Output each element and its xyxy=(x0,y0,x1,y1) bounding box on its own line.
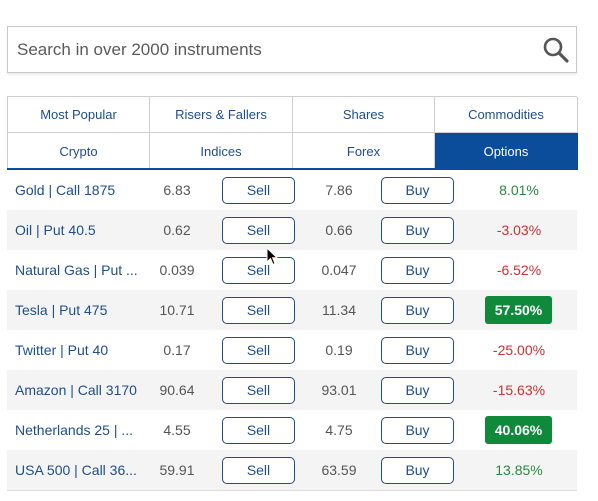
buy-price: 63.59 xyxy=(321,462,357,478)
instrument-name[interactable]: USA 500 | Call 36... xyxy=(15,462,137,478)
sell-button[interactable]: Sell xyxy=(222,216,295,244)
change-percent: 13.85% xyxy=(495,462,543,478)
buy-button[interactable]: Buy xyxy=(381,336,454,364)
table-bottom-divider xyxy=(7,490,577,491)
sell-price: 90.64 xyxy=(159,382,195,398)
sell-button[interactable]: Sell xyxy=(222,296,295,324)
instrument-name[interactable]: Natural Gas | Put ... xyxy=(15,262,138,278)
tab-crypto[interactable]: Crypto xyxy=(8,133,150,170)
table-row: Amazon | Call 3170 90.64 Sell 93.01 Buy … xyxy=(7,370,577,410)
sell-button[interactable]: Sell xyxy=(222,176,295,204)
buy-button[interactable]: Buy xyxy=(381,456,454,484)
buy-price: 93.01 xyxy=(321,382,357,398)
sell-price: 0.17 xyxy=(163,342,191,358)
sell-button[interactable]: Sell xyxy=(222,336,295,364)
tab-risers-fallers[interactable]: Risers & Fallers xyxy=(150,97,293,133)
buy-button[interactable]: Buy xyxy=(381,176,454,204)
table-row: Netherlands 25 | ... 4.55 Sell 4.75 Buy … xyxy=(7,410,577,450)
instrument-name[interactable]: Tesla | Put 475 xyxy=(15,302,108,318)
buy-button[interactable]: Buy xyxy=(381,376,454,404)
sell-price: 0.62 xyxy=(163,222,191,238)
sell-button[interactable]: Sell xyxy=(222,376,295,404)
table-row: Gold | Call 1875 6.83 Sell 7.86 Buy 8.01… xyxy=(7,170,577,210)
tab-forex[interactable]: Forex xyxy=(293,133,435,170)
buy-price: 0.047 xyxy=(321,262,357,278)
buy-button[interactable]: Buy xyxy=(381,216,454,244)
change-percent: -6.52% xyxy=(496,262,542,278)
search-icon[interactable] xyxy=(542,36,570,64)
sell-price: 59.91 xyxy=(159,462,195,478)
mouse-pointer-icon xyxy=(266,247,278,266)
instrument-name[interactable]: Gold | Call 1875 xyxy=(15,182,116,198)
search-input[interactable] xyxy=(8,27,576,72)
tabs-underline xyxy=(7,168,577,170)
instrument-name[interactable]: Twitter | Put 40 xyxy=(15,342,109,358)
sell-price: 4.55 xyxy=(163,422,191,438)
buy-button[interactable]: Buy xyxy=(381,416,454,444)
table-row: Tesla | Put 475 10.71 Sell 11.34 Buy 57.… xyxy=(7,290,577,330)
change-percent: 8.01% xyxy=(499,182,539,198)
sell-button[interactable]: Sell xyxy=(222,456,295,484)
instruments-table: Gold | Call 1875 6.83 Sell 7.86 Buy 8.01… xyxy=(7,170,577,490)
tab-most-popular[interactable]: Most Popular xyxy=(8,97,150,133)
change-percent: -3.03% xyxy=(496,222,542,238)
buy-price: 7.86 xyxy=(325,182,353,198)
instrument-name[interactable]: Amazon | Call 3170 xyxy=(15,382,137,398)
buy-price: 0.66 xyxy=(325,222,353,238)
change-percent: -15.63% xyxy=(492,382,546,398)
tab-indices[interactable]: Indices xyxy=(150,133,293,170)
change-percent-highlight: 57.50% xyxy=(485,296,552,324)
category-tabs: Most Popular Risers & Fallers Shares Com… xyxy=(7,96,578,170)
buy-button[interactable]: Buy xyxy=(381,296,454,324)
change-percent: -25.00% xyxy=(492,342,546,358)
sell-button[interactable]: Sell xyxy=(222,256,295,284)
tab-commodities[interactable]: Commodities xyxy=(435,97,578,133)
buy-price: 11.34 xyxy=(322,302,356,318)
instrument-name[interactable]: Netherlands 25 | ... xyxy=(15,422,134,438)
sell-price: 10.71 xyxy=(159,302,195,318)
table-row: Oil | Put 40.5 0.62 Sell 0.66 Buy -3.03% xyxy=(7,210,577,250)
search-box[interactable] xyxy=(7,26,577,73)
tab-shares[interactable]: Shares xyxy=(293,97,435,133)
table-row: USA 500 | Call 36... 59.91 Sell 63.59 Bu… xyxy=(7,450,577,490)
sell-price: 6.83 xyxy=(163,182,191,198)
tab-options[interactable]: Options xyxy=(435,133,578,170)
sell-button[interactable]: Sell xyxy=(222,416,295,444)
change-percent-highlight: 40.06% xyxy=(485,416,552,444)
instrument-name[interactable]: Oil | Put 40.5 xyxy=(15,222,96,238)
buy-price: 0.19 xyxy=(325,342,353,358)
table-row: Twitter | Put 40 0.17 Sell 0.19 Buy -25.… xyxy=(7,330,577,370)
sell-price: 0.039 xyxy=(159,262,195,278)
table-row: Natural Gas | Put ... 0.039 Sell 0.047 B… xyxy=(7,250,577,290)
buy-button[interactable]: Buy xyxy=(381,256,454,284)
buy-price: 4.75 xyxy=(325,422,353,438)
